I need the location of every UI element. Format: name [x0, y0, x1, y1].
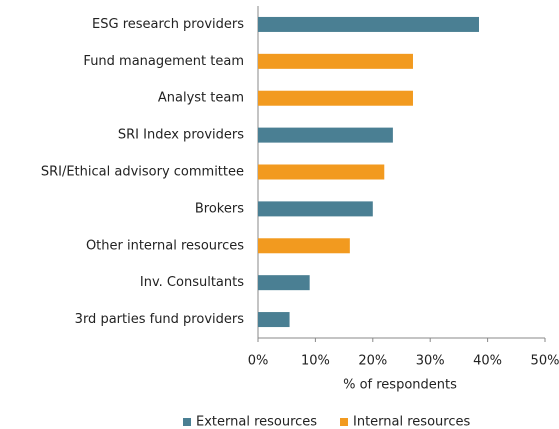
- bar: [258, 238, 350, 254]
- legend-swatch: [183, 418, 191, 426]
- legend-label: Internal resources: [353, 415, 470, 429]
- bar: [258, 127, 393, 143]
- x-tick-label: 50%: [531, 354, 559, 369]
- x-tick-label: 20%: [358, 354, 387, 369]
- bar: [258, 90, 413, 106]
- bar: [258, 275, 310, 291]
- x-tick-label: 0%: [248, 354, 269, 369]
- x-tick-label: 40%: [473, 354, 502, 369]
- x-axis-label: % of respondents: [343, 378, 457, 393]
- bar: [258, 201, 373, 217]
- x-tick-label: 30%: [416, 354, 445, 369]
- bar: [258, 164, 385, 180]
- y-tick-label: SRI Index providers: [118, 128, 244, 143]
- y-tick-label: SRI/Ethical advisory committee: [41, 165, 244, 180]
- y-tick-label: Fund management team: [83, 54, 244, 69]
- legend-label: External resources: [196, 415, 317, 429]
- y-tick-label: Other internal resources: [86, 238, 244, 253]
- x-tick-label: 10%: [301, 354, 330, 369]
- legend-swatch: [340, 418, 348, 426]
- y-tick-label: Inv. Consultants: [140, 275, 244, 290]
- bar: [258, 312, 290, 328]
- y-tick-label: Brokers: [195, 201, 244, 216]
- y-tick-label: 3rd parties fund providers: [75, 312, 245, 327]
- bar: [258, 16, 479, 32]
- y-tick-label: ESG research providers: [92, 17, 244, 32]
- y-tick-label: Analyst team: [158, 91, 244, 106]
- bar: [258, 53, 413, 69]
